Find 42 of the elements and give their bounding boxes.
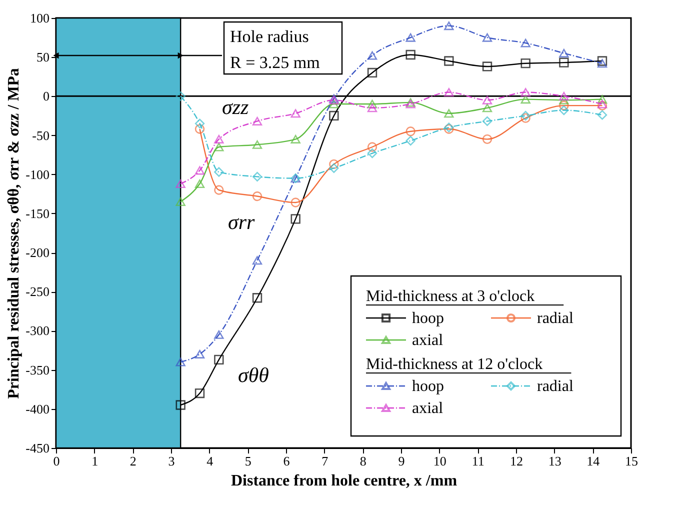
- y-tick-label: 0: [43, 88, 50, 104]
- x-tick-label: 5: [244, 454, 252, 468]
- legend-label: hoop: [412, 310, 444, 327]
- annotation: σrr: [228, 210, 256, 234]
- x-tick-label: 13: [548, 454, 562, 468]
- legend-label: hoop: [412, 378, 444, 395]
- y-tick-label: -350: [26, 362, 50, 378]
- x-tick-label: 7: [322, 454, 329, 468]
- legend-label: radial: [537, 310, 574, 327]
- legend-label: radial: [537, 378, 574, 395]
- x-tick-label: 9: [398, 454, 405, 468]
- legend-label: axial: [412, 400, 444, 417]
- x-tick-label: 15: [625, 454, 638, 468]
- x-tick-label: 6: [283, 454, 290, 468]
- legend-label: axial: [412, 332, 444, 349]
- y-tick-label: -50: [32, 128, 50, 143]
- x-tick-label: 11: [472, 454, 484, 468]
- y-tick-label: -200: [26, 245, 50, 260]
- x-tick-label: 10: [433, 454, 446, 468]
- annotation: Mid-thickness at 12 o'clock: [366, 356, 543, 373]
- x-tick-label: 14: [586, 454, 600, 468]
- y-tick-label: -300: [26, 323, 50, 338]
- annotation: σθθ: [238, 363, 269, 387]
- x-tick-label: 3: [168, 454, 175, 468]
- x-tick-label: 8: [360, 454, 366, 468]
- y-tick-label: -450: [26, 440, 50, 456]
- x-tick-label: 4: [206, 454, 214, 468]
- x-tick-label: 0: [53, 454, 60, 468]
- x-tick-label: 2: [130, 454, 136, 468]
- y-tick-label: -150: [26, 206, 50, 221]
- y-tick-label: -100: [26, 166, 50, 182]
- x-tick-label: 12: [510, 454, 523, 468]
- y-tick-label: -400: [26, 401, 50, 416]
- x-axis-title: Distance from hole centre, x /mm: [230, 472, 458, 490]
- annotation: σzz: [222, 95, 249, 119]
- annotation: Hole radius R = 3.25 mm: [230, 27, 320, 72]
- y-axis-title: Principal residual stresses, σθθ, σrr & σzz / MPa: [6, 68, 23, 399]
- y-tick-label: 50: [36, 50, 50, 65]
- annotation: Mid-thickness at 3 o'clock: [366, 288, 535, 305]
- x-tick-label: 1: [92, 454, 98, 468]
- y-tick-label: 100: [30, 10, 50, 26]
- y-tick-label: -250: [26, 284, 50, 300]
